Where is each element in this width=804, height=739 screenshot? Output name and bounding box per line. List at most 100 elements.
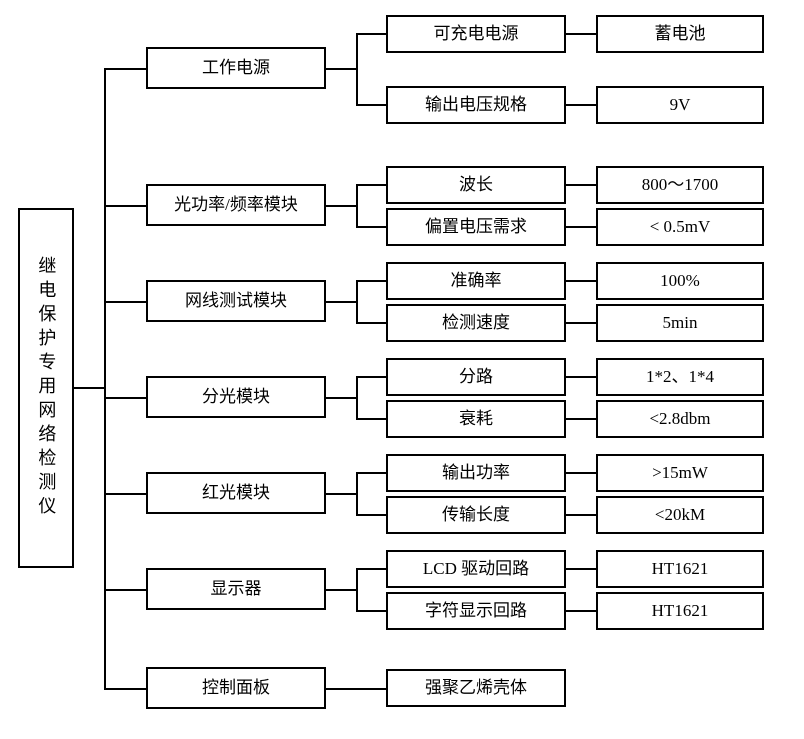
connector <box>104 68 146 70</box>
connector <box>356 184 386 186</box>
connector <box>356 376 386 378</box>
param-node: 输出电压规格 <box>386 86 566 124</box>
value-label: 蓄电池 <box>655 24 706 44</box>
value-node: 800～1700 <box>596 166 764 204</box>
connector <box>356 472 386 474</box>
connector <box>356 568 386 570</box>
param-label: 偏置电压需求 <box>425 217 527 237</box>
connector <box>356 226 386 228</box>
connector <box>566 418 596 420</box>
connector <box>326 68 356 70</box>
connector <box>326 301 356 303</box>
connector <box>566 33 596 35</box>
connector <box>356 472 358 516</box>
param-node: 输出功率 <box>386 454 566 492</box>
value-node: <2.8dbm <box>596 400 764 438</box>
connector <box>326 397 356 399</box>
connector <box>566 610 596 612</box>
connector <box>74 387 104 389</box>
value-node: 蓄电池 <box>596 15 764 53</box>
module-node: 网线测试模块 <box>146 280 326 322</box>
module-node: 工作电源 <box>146 47 326 89</box>
param-node: 传输长度 <box>386 496 566 534</box>
connector <box>356 33 358 106</box>
param-label: 准确率 <box>451 271 502 291</box>
module-node: 红光模块 <box>146 472 326 514</box>
param-label: 输出功率 <box>442 463 510 483</box>
connector <box>356 280 386 282</box>
connector <box>356 376 358 420</box>
root-label: 继电保护专用网络检测仪 <box>36 256 57 520</box>
param-label: 检测速度 <box>442 313 510 333</box>
connector <box>356 322 386 324</box>
param-label: 波长 <box>459 175 493 195</box>
param-label: 分路 <box>459 367 493 387</box>
connector <box>104 688 146 690</box>
param-node: 分路 <box>386 358 566 396</box>
connector <box>104 397 146 399</box>
value-node: < 0.5mV <box>596 208 764 246</box>
connector <box>356 33 386 35</box>
module-label: 分光模块 <box>202 387 270 407</box>
value-node: HT1621 <box>596 550 764 588</box>
module-label: 显示器 <box>211 579 262 599</box>
param-label: 衰耗 <box>459 409 493 429</box>
connector <box>356 568 358 612</box>
connector <box>356 418 386 420</box>
value-label: >15mW <box>652 463 708 483</box>
param-label: 可充电电源 <box>434 24 519 44</box>
value-node: 5min <box>596 304 764 342</box>
connector <box>326 205 356 207</box>
connector <box>104 589 146 591</box>
param-node: 衰耗 <box>386 400 566 438</box>
value-label: HT1621 <box>652 601 709 621</box>
value-label: <2.8dbm <box>649 409 710 429</box>
connector <box>566 376 596 378</box>
value-node: HT1621 <box>596 592 764 630</box>
connector <box>356 184 358 228</box>
connector <box>326 493 356 495</box>
connector <box>104 205 146 207</box>
module-node: 分光模块 <box>146 376 326 418</box>
module-node: 控制面板 <box>146 667 326 709</box>
value-node: 1*2、1*4 <box>596 358 764 396</box>
value-label: 1*2、1*4 <box>646 367 714 387</box>
value-node: 100% <box>596 262 764 300</box>
connector <box>356 280 358 324</box>
connector <box>326 688 386 690</box>
module-label: 控制面板 <box>202 678 270 698</box>
param-label: 字符显示回路 <box>425 601 527 621</box>
connector <box>104 68 106 690</box>
connector <box>356 104 386 106</box>
value-node: >15mW <box>596 454 764 492</box>
value-label: <20kM <box>655 505 705 525</box>
value-label: 100% <box>660 271 700 291</box>
module-label: 光功率/频率模块 <box>174 195 298 215</box>
param-node: 字符显示回路 <box>386 592 566 630</box>
param-node: 可充电电源 <box>386 15 566 53</box>
param-node: 强聚乙烯壳体 <box>386 669 566 707</box>
connector <box>356 514 386 516</box>
connector <box>356 610 386 612</box>
connector <box>566 322 596 324</box>
connector <box>566 226 596 228</box>
param-label: 强聚乙烯壳体 <box>425 678 527 698</box>
param-label: 传输长度 <box>442 505 510 525</box>
connector <box>566 472 596 474</box>
module-label: 红光模块 <box>202 483 270 503</box>
param-label: LCD 驱动回路 <box>423 559 529 579</box>
connector <box>104 493 146 495</box>
value-node: <20kM <box>596 496 764 534</box>
root-node: 继电保护专用网络检测仪 <box>18 208 74 568</box>
param-node: 偏置电压需求 <box>386 208 566 246</box>
module-node: 显示器 <box>146 568 326 610</box>
module-node: 光功率/频率模块 <box>146 184 326 226</box>
connector <box>566 104 596 106</box>
param-node: 准确率 <box>386 262 566 300</box>
module-label: 工作电源 <box>202 58 270 78</box>
connector <box>326 589 356 591</box>
param-node: 波长 <box>386 166 566 204</box>
connector <box>566 280 596 282</box>
value-label: 800～1700 <box>642 175 719 195</box>
connector <box>566 568 596 570</box>
